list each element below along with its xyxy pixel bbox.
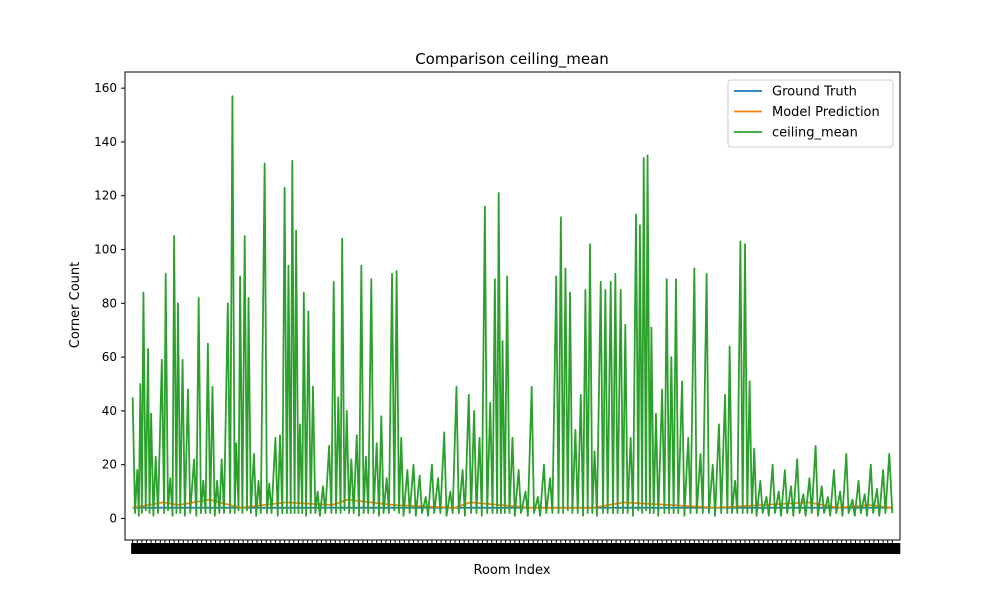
legend-label: ceiling_mean: [772, 126, 858, 141]
y-tick-label: 80: [102, 296, 117, 310]
legend-box: [727, 79, 894, 148]
x-axis: [131, 540, 901, 554]
y-axis: 0 20 40 60 80 100 120 140 160: [94, 81, 125, 525]
plot-frame: [124, 71, 901, 541]
y-tick-label: 160: [94, 81, 117, 95]
legend: Ground Truth Model Prediction ceiling_mean: [727, 79, 894, 148]
x-tick-label-block: [131, 543, 901, 554]
y-tick-label: 140: [94, 135, 117, 149]
series-layer: [131, 95, 894, 517]
y-tick-label: 0: [109, 511, 117, 525]
y-tick-label: 120: [94, 189, 117, 203]
y-tick-label: 60: [102, 350, 117, 364]
x-tick-labels: [131, 543, 901, 554]
chart-title: Comparison ceiling_mean: [415, 50, 609, 69]
series-line-ceiling-mean: [131, 95, 894, 517]
y-tick-label: 20: [102, 458, 117, 472]
x-axis-label: Room Index: [474, 563, 551, 578]
legend-label: Model Prediction: [772, 105, 880, 120]
legend-label: Ground Truth: [772, 85, 857, 100]
y-tick-label: 100: [94, 243, 117, 257]
y-axis-label: Corner Count: [68, 262, 83, 348]
y-tick-label: 40: [102, 404, 117, 418]
